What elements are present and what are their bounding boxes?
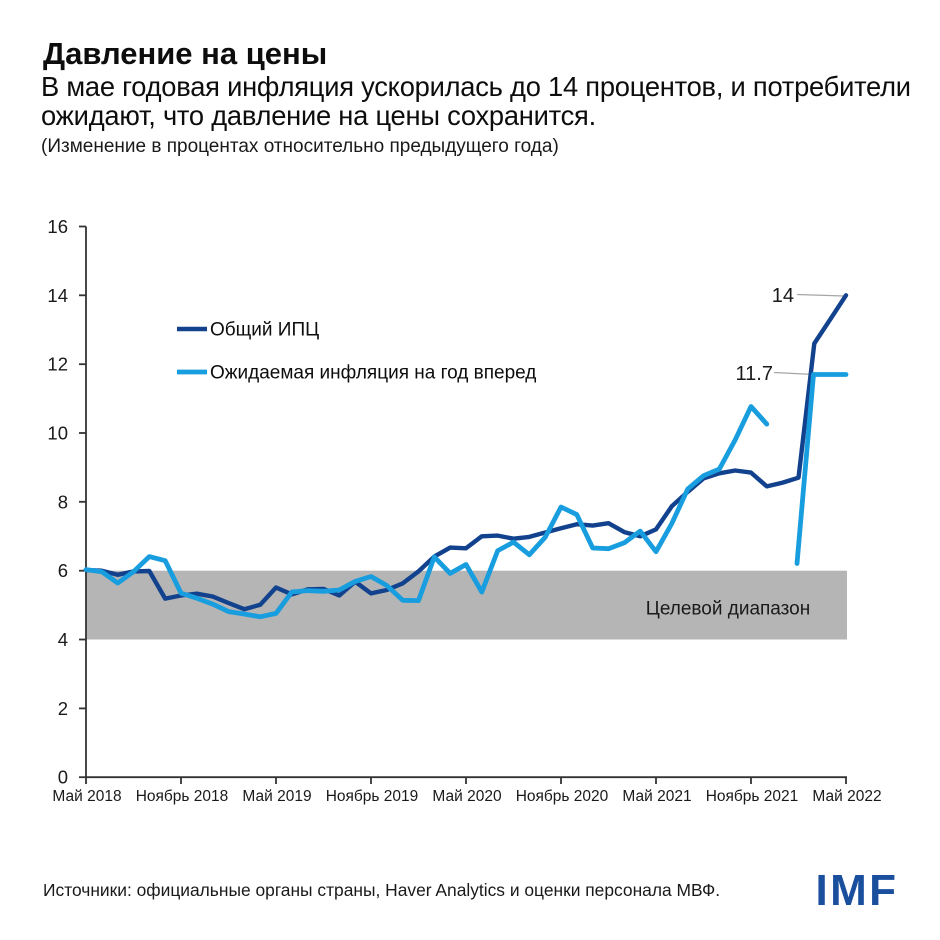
svg-text:Май 2021: Май 2021 <box>622 788 691 805</box>
svg-text:Ноябрь 2018: Ноябрь 2018 <box>136 788 229 805</box>
svg-text:Ожидаемая инфляция на год впер: Ожидаемая инфляция на год вперед <box>210 363 536 384</box>
svg-text:12: 12 <box>47 354 68 375</box>
svg-text:Май 2022: Май 2022 <box>812 788 881 805</box>
svg-text:14: 14 <box>772 285 794 307</box>
svg-text:Май 2019: Май 2019 <box>242 788 311 805</box>
svg-text:2: 2 <box>58 698 68 719</box>
svg-text:4: 4 <box>58 629 68 650</box>
svg-text:10: 10 <box>47 423 68 444</box>
svg-text:Ноябрь 2019: Ноябрь 2019 <box>326 788 419 805</box>
svg-text:16: 16 <box>47 216 68 237</box>
svg-text:11.7: 11.7 <box>736 363 773 385</box>
svg-text:0: 0 <box>58 767 68 788</box>
svg-text:Общий ИПЦ: Общий ИПЦ <box>210 320 319 341</box>
svg-text:Ноябрь 2020: Ноябрь 2020 <box>516 788 609 805</box>
svg-text:14: 14 <box>47 285 68 306</box>
svg-text:8: 8 <box>58 491 68 512</box>
svg-text:Май 2018: Май 2018 <box>52 788 121 805</box>
svg-text:6: 6 <box>58 560 68 581</box>
svg-text:Май 2020: Май 2020 <box>432 788 502 805</box>
svg-text:Целевой диапазон: Целевой диапазон <box>646 599 810 620</box>
svg-text:Ноябрь 2021: Ноябрь 2021 <box>706 788 799 805</box>
